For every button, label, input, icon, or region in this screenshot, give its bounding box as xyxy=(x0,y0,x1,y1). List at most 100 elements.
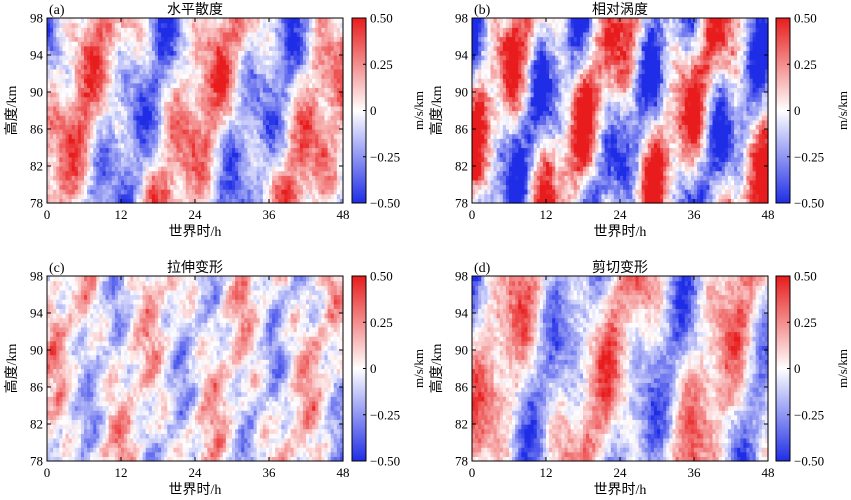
heatmap-cell xyxy=(216,161,221,167)
heatmap-cell xyxy=(164,73,168,79)
heatmap-cell xyxy=(170,36,175,42)
heatmap-cell xyxy=(265,36,270,42)
heatmap-cell xyxy=(158,189,162,195)
heatmap-cell xyxy=(108,119,113,125)
heatmap-cell xyxy=(47,68,51,75)
heatmap-cell xyxy=(74,142,79,149)
heatmap-cell xyxy=(133,92,138,98)
heatmap-cell xyxy=(219,129,224,135)
heatmap-cell xyxy=(133,96,138,102)
heatmap-cell xyxy=(290,36,295,42)
heatmap-cell xyxy=(170,96,175,102)
heatmap-cell xyxy=(62,110,67,116)
heatmap-cell xyxy=(262,55,267,61)
heatmap-cell xyxy=(176,119,181,125)
heatmap-cell xyxy=(96,138,101,144)
heatmap-cell xyxy=(145,73,150,79)
heatmap-cell xyxy=(207,105,212,112)
heatmap-cell xyxy=(176,166,181,172)
heatmap-cell xyxy=(87,179,91,186)
heatmap-cell xyxy=(105,45,110,51)
heatmap-cell xyxy=(167,92,171,98)
heatmap-cell xyxy=(71,198,76,204)
heatmap-cell xyxy=(222,138,227,144)
heatmap-cell xyxy=(121,59,125,65)
heatmap-cell xyxy=(290,45,295,51)
heatmap-cell xyxy=(330,55,335,61)
heatmap-cell xyxy=(136,92,141,98)
heatmap-cell xyxy=(62,31,67,38)
heatmap-cell xyxy=(179,110,184,116)
heatmap-cell xyxy=(244,129,249,135)
heatmap-cell xyxy=(71,36,76,42)
heatmap-cell xyxy=(293,115,298,121)
heatmap-cell xyxy=(272,64,276,70)
heatmap-cell xyxy=(139,101,144,107)
heatmap-cell xyxy=(74,193,79,199)
heatmap-cell xyxy=(296,41,301,47)
heatmap-cell xyxy=(296,87,301,93)
heatmap-cell xyxy=(148,115,153,121)
heatmap-cell xyxy=(117,119,122,125)
heatmap-cell xyxy=(185,175,190,181)
heatmap-cell xyxy=(315,96,319,102)
heatmap-cell xyxy=(102,161,107,167)
heatmap-cell xyxy=(225,59,230,65)
heatmap-cell xyxy=(90,110,94,116)
heatmap-cell xyxy=(259,78,264,84)
heatmap-cell xyxy=(111,41,116,47)
heatmap-cell xyxy=(188,193,193,199)
heatmap-cell xyxy=(330,147,335,153)
heatmap-cell xyxy=(210,147,215,153)
heatmap-cell xyxy=(247,87,252,93)
heatmap-cell xyxy=(50,147,54,153)
heatmap-cell xyxy=(68,101,73,107)
heatmap-cell xyxy=(114,110,119,116)
heatmap-cell xyxy=(80,41,85,47)
heatmap-cell xyxy=(235,92,239,98)
heatmap-cell xyxy=(244,156,249,162)
heatmap-cell xyxy=(318,161,323,167)
heatmap-cell xyxy=(250,73,255,79)
heatmap-cell xyxy=(71,142,76,149)
heatmap-cell xyxy=(225,161,230,167)
heatmap-cell xyxy=(296,133,301,139)
heatmap-cell xyxy=(111,138,116,144)
heatmap-cell xyxy=(179,170,184,176)
heatmap-cell xyxy=(167,189,171,195)
heatmap-cell xyxy=(145,161,150,167)
heatmap-cell xyxy=(176,92,181,98)
heatmap-cell xyxy=(247,115,252,121)
heatmap-cell xyxy=(47,78,51,84)
heatmap-cell xyxy=(167,198,171,204)
heatmap-cell xyxy=(47,161,51,167)
heatmap-cell xyxy=(269,59,273,65)
heatmap-cell xyxy=(256,138,261,144)
heatmap-cell xyxy=(324,115,329,121)
heatmap-cell xyxy=(241,101,245,107)
heatmap-cell xyxy=(256,198,261,204)
heatmap-cell xyxy=(148,170,153,176)
heatmap-cell xyxy=(330,124,335,130)
heatmap-cell xyxy=(265,152,270,158)
heatmap-cell xyxy=(133,50,138,56)
heatmap-cell xyxy=(114,45,119,51)
heatmap-cell xyxy=(253,92,258,98)
heatmap-cell xyxy=(327,189,332,195)
heatmap-cell xyxy=(182,78,187,84)
heatmap-cell xyxy=(176,73,181,79)
heatmap-cell xyxy=(173,189,178,195)
heatmap-cell xyxy=(164,55,168,61)
heatmap-cell xyxy=(74,119,79,125)
heatmap-cell xyxy=(250,170,255,176)
heatmap-cell xyxy=(290,138,295,144)
heatmap-cell xyxy=(139,68,144,75)
heatmap-cell xyxy=(176,138,181,144)
heatmap-cell xyxy=(136,170,141,176)
heatmap-cell xyxy=(173,142,178,149)
heatmap-cell xyxy=(111,156,116,162)
heatmap-cell xyxy=(127,175,131,181)
heatmap-cell xyxy=(114,198,119,204)
heatmap-cell xyxy=(93,59,97,65)
heatmap-cell xyxy=(265,189,270,195)
